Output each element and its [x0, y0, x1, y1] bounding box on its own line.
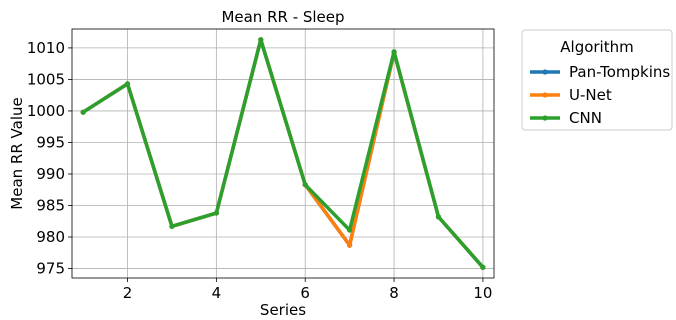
x-axis-label: Series [260, 301, 306, 319]
legend-title: Algorithm [560, 38, 633, 56]
chart-title: Mean RR - Sleep [221, 8, 344, 26]
x-tick-label: 6 [300, 284, 310, 302]
data-point [213, 210, 219, 216]
y-tick-label: 1005 [27, 70, 65, 88]
legend-label-cnn: CNN [569, 109, 602, 127]
x-tick-label: 10 [473, 284, 492, 302]
y-tick-label: 1000 [27, 102, 65, 120]
y-tick-label: 975 [36, 260, 65, 278]
legend-marker-cnn [542, 115, 548, 121]
data-point [347, 242, 353, 248]
data-point [169, 223, 175, 229]
y-axis-label: Mean RR Value [8, 97, 26, 209]
series-layer [80, 37, 486, 270]
legend-marker-u-net [542, 92, 548, 98]
data-point [347, 227, 353, 233]
y-tick-label: 985 [36, 197, 65, 215]
series-line [81, 37, 485, 270]
legend: Algorithm Pan-Tompkins U-Net CNN [521, 29, 673, 131]
series-cnn [80, 37, 486, 270]
y-tick-label: 990 [36, 165, 65, 183]
data-point [258, 37, 264, 43]
y-tick-label: 1010 [27, 39, 65, 57]
data-point [391, 49, 397, 55]
legend-box [521, 29, 673, 131]
y-tick-label: 980 [36, 228, 65, 246]
axis-ticks: 2 4 6 8 10 975 980 985 990 995 1000 1005 1010 [27, 39, 493, 302]
data-point [435, 214, 442, 220]
plot-frame [71, 28, 495, 279]
x-tick-label: 8 [389, 284, 399, 302]
data-point [480, 264, 486, 270]
legend-marker-pan-tompkins [542, 69, 548, 75]
x-tick-label: 4 [212, 284, 222, 302]
x-tick-label: 2 [123, 284, 133, 302]
data-point [124, 81, 131, 87]
data-point [80, 109, 86, 115]
y-tick-label: 995 [36, 133, 65, 151]
legend-label-pan-tompkins: Pan-Tompkins [569, 63, 670, 81]
legend-label-u-net: U-Net [569, 86, 612, 104]
data-point [302, 182, 308, 188]
